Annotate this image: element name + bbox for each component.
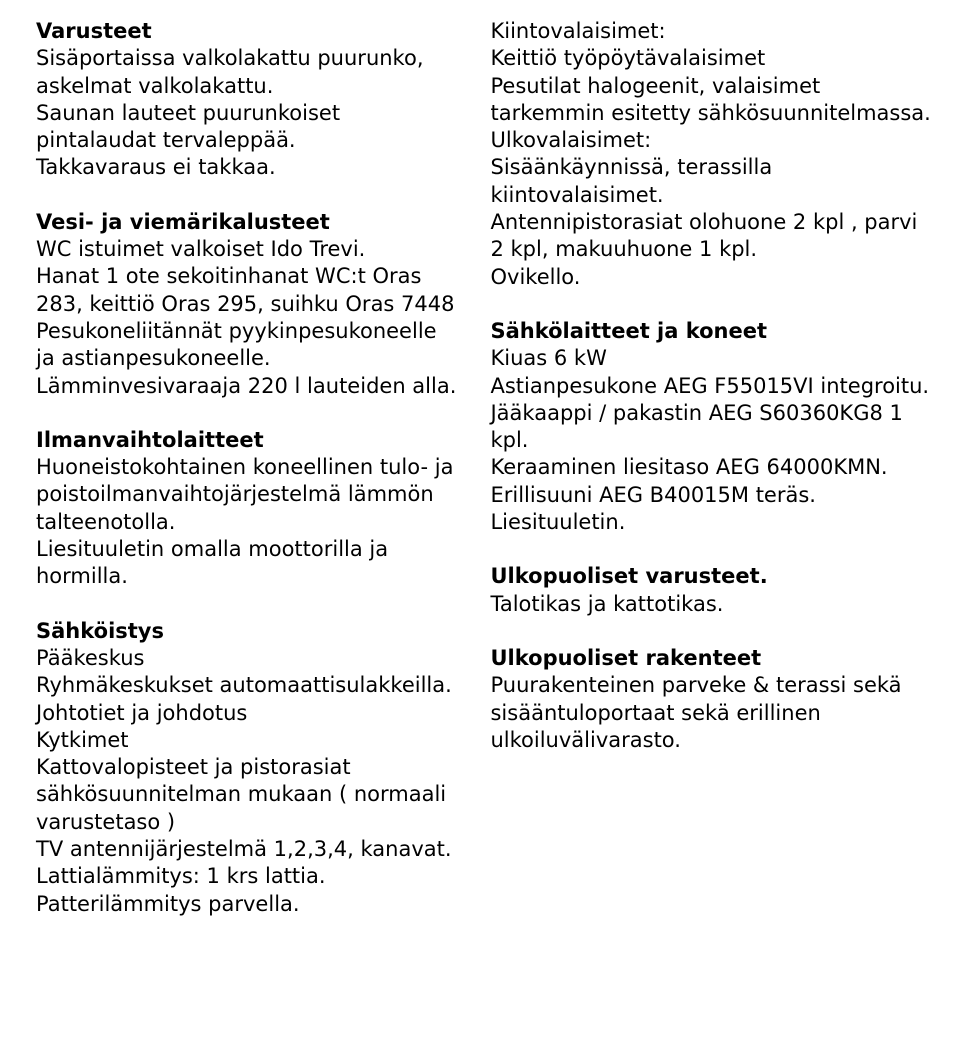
text-line: Huoneistokohtainen koneellinen tulo- ja …	[36, 454, 456, 536]
section-sahkoistys: Sähköistys Pääkeskus Ryhmäkeskukset auto…	[36, 618, 456, 918]
text-line: Jääkaappi / pakastin AEG S60360KG8 1 kpl…	[490, 400, 932, 455]
section-ulkorakenteet: Ulkopuoliset rakenteet Puurakenteinen pa…	[490, 645, 932, 754]
text-line: Pesukoneliitännät pyykinpesukoneelle ja …	[36, 318, 456, 373]
text-line: Saunan lauteet puurunkoiset pintalaudat …	[36, 100, 456, 155]
section-sahkolaitteet: Sähkölaitteet ja koneet Kiuas 6 kW Astia…	[490, 318, 932, 536]
heading-ulkorakenteet: Ulkopuoliset rakenteet	[490, 645, 932, 672]
heading-ilmanvaihto: Ilmanvaihtolaitteet	[36, 427, 456, 454]
text-line: Antennipistorasiat olohuone 2 kpl , parv…	[490, 209, 932, 264]
text-line: Talotikas ja kattotikas.	[490, 591, 932, 618]
section-valaisimet: Kiintovalaisimet: Keittiö työpöytävalais…	[490, 18, 932, 291]
text-line: Johtotiet ja johdotus	[36, 700, 456, 727]
text-line: Ryhmäkeskukset automaattisulakkeilla.	[36, 672, 456, 699]
text-line: WC istuimet valkoiset Ido Trevi.	[36, 236, 456, 263]
text-line: Keraaminen liesitaso AEG 64000KMN.	[490, 454, 932, 481]
text-line: Pääkeskus	[36, 645, 456, 672]
heading-sahkoistys: Sähköistys	[36, 618, 456, 645]
text-line: Keittiö työpöytävalaisimet	[490, 45, 932, 72]
heading-ulkovarusteet: Ulkopuoliset varusteet.	[490, 563, 932, 590]
section-vesi: Vesi- ja viemärikalusteet WC istuimet va…	[36, 209, 456, 400]
text-line: Liesituuletin omalla moottorilla ja horm…	[36, 536, 456, 591]
right-column: Kiintovalaisimet: Keittiö työpöytävalais…	[490, 18, 932, 918]
text-line: Ulkovalaisimet:	[490, 127, 932, 154]
text-line: Ovikello.	[490, 264, 932, 291]
text-line: Kiuas 6 kW	[490, 345, 932, 372]
text-line: Takkavaraus ei takkaa.	[36, 154, 456, 181]
text-line: Lämminvesivaraaja 220 l lauteiden alla.	[36, 373, 456, 400]
text-line: Kiintovalaisimet:	[490, 18, 932, 45]
text-line: Lattialämmitys: 1 krs lattia.	[36, 863, 456, 890]
heading-vesi: Vesi- ja viemärikalusteet	[36, 209, 456, 236]
text-line: TV antennijärjestelmä 1,2,3,4, kanavat.	[36, 836, 456, 863]
text-line: Erillisuuni AEG B40015M teräs.	[490, 482, 932, 509]
text-line: Liesituuletin.	[490, 509, 932, 536]
text-line: Kytkimet	[36, 727, 456, 754]
text-line: Sisäänkäynnissä, terassilla kiintovalais…	[490, 154, 932, 209]
left-column: Varusteet Sisäportaissa valkolakattu puu…	[36, 18, 456, 918]
section-varusteet: Varusteet Sisäportaissa valkolakattu puu…	[36, 18, 456, 182]
heading-sahkolaitteet: Sähkölaitteet ja koneet	[490, 318, 932, 345]
text-line: Astianpesukone AEG F55015VI integroitu.	[490, 373, 932, 400]
text-line: Patterilämmitys parvella.	[36, 891, 456, 918]
text-line: Pesutilat halogeenit, valaisimet tarkemm…	[490, 73, 932, 128]
text-line: Sisäportaissa valkolakattu puurunko, ask…	[36, 45, 456, 100]
text-line: Kattovalopisteet ja pistorasiat sähkösuu…	[36, 754, 456, 836]
text-line: Puurakenteinen parveke & terassi sekä si…	[490, 672, 932, 754]
page: Varusteet Sisäportaissa valkolakattu puu…	[36, 18, 932, 918]
section-ulkovarusteet: Ulkopuoliset varusteet. Talotikas ja kat…	[490, 563, 932, 618]
section-ilmanvaihto: Ilmanvaihtolaitteet Huoneistokohtainen k…	[36, 427, 456, 591]
heading-varusteet: Varusteet	[36, 18, 456, 45]
text-line: Hanat 1 ote sekoitinhanat WC:t Oras 283,…	[36, 263, 456, 318]
